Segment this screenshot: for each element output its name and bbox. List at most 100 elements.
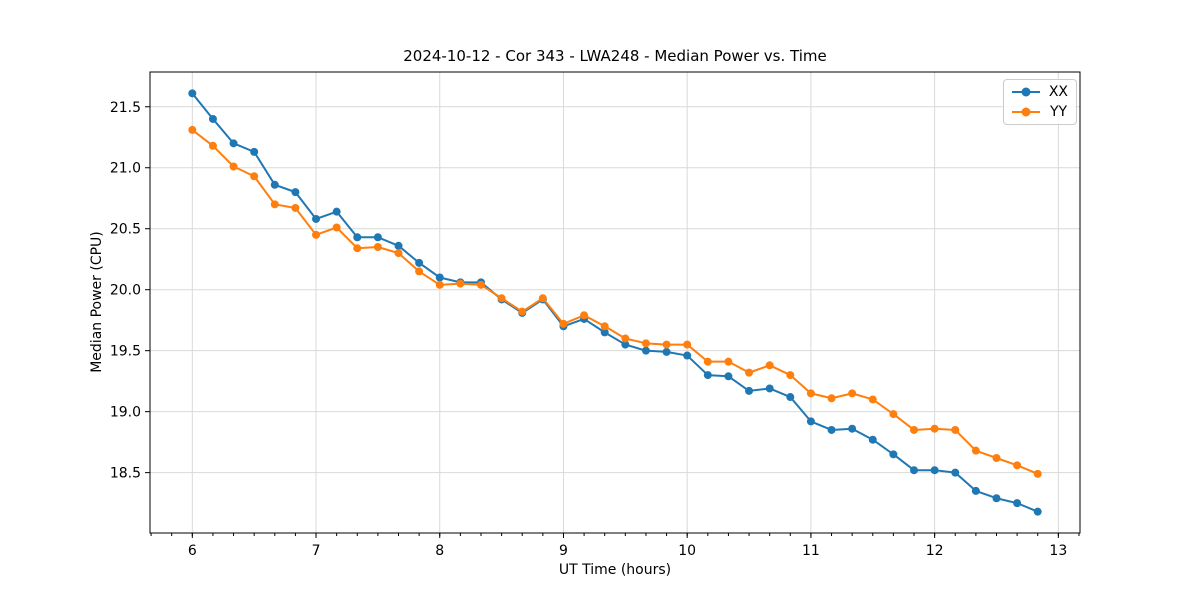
data-point-xx — [641, 346, 650, 355]
legend-label-xx: XX — [1048, 84, 1068, 100]
y-tick-label: 19.5 — [110, 344, 141, 360]
data-point-yy — [270, 200, 279, 209]
data-point-yy — [621, 334, 630, 343]
data-point-xx — [188, 89, 197, 98]
y-tick-label: 21.0 — [110, 161, 141, 177]
plot-border — [149, 71, 1081, 534]
data-point-yy — [827, 394, 836, 403]
data-point-yy — [1013, 461, 1022, 470]
y-tick-label: 21.5 — [110, 100, 141, 116]
data-point-yy — [703, 357, 712, 366]
data-point-xx — [600, 328, 609, 337]
y-tick-label: 20.5 — [110, 222, 141, 238]
data-point-yy — [848, 389, 857, 398]
series-line-xx — [191, 92, 1039, 513]
data-point-xx — [250, 147, 259, 156]
data-point-xx — [868, 435, 877, 444]
data-point-yy — [208, 141, 217, 150]
data-point-xx — [683, 351, 692, 360]
data-point-yy — [910, 425, 919, 434]
data-point-xx — [703, 371, 712, 380]
data-point-yy — [497, 294, 506, 303]
data-point-xx — [621, 340, 630, 349]
data-point-xx — [971, 486, 980, 495]
data-point-yy — [559, 319, 568, 328]
data-point-yy — [250, 172, 259, 181]
data-point-xx — [332, 207, 341, 216]
data-point-yy — [765, 361, 774, 370]
data-point-xx — [951, 468, 960, 477]
data-point-xx — [1033, 507, 1042, 516]
legend-label-yy: YY — [1050, 104, 1068, 120]
data-point-xx — [930, 466, 939, 475]
data-point-yy — [580, 311, 589, 320]
x-tick-label: 8 — [435, 543, 444, 559]
data-point-xx — [373, 233, 382, 242]
data-point-yy — [1033, 469, 1042, 478]
data-point-yy — [518, 307, 527, 316]
data-point-xx — [806, 417, 815, 426]
data-point-yy — [373, 243, 382, 252]
legend: XX YY — [1003, 79, 1077, 125]
legend-item-xx: XX — [1011, 84, 1068, 101]
data-point-xx — [270, 180, 279, 189]
data-point-xx — [312, 214, 321, 223]
data-point-yy — [992, 453, 1001, 462]
data-point-xx — [848, 424, 857, 433]
chart-title: 2024-10-12 - Cor 343 - LWA248 - Median P… — [403, 47, 827, 65]
data-point-xx — [229, 139, 238, 148]
data-point-xx — [889, 450, 898, 459]
x-tick-label: 13 — [1049, 543, 1067, 559]
data-point-xx — [745, 386, 754, 395]
data-point-yy — [786, 371, 795, 380]
data-point-xx — [353, 233, 362, 242]
x-axis-label: UT Time (hours) — [558, 562, 672, 578]
data-point-yy — [641, 339, 650, 348]
data-point-yy — [394, 249, 403, 258]
data-point-xx — [394, 241, 403, 250]
x-tick-label: 7 — [312, 543, 321, 559]
data-point-yy — [724, 357, 733, 366]
data-point-yy — [188, 125, 197, 134]
x-tick-label: 12 — [926, 543, 944, 559]
legend-line-xx-icon — [1012, 87, 1040, 97]
legend-line-yy-icon — [1012, 107, 1040, 117]
data-point-yy — [353, 244, 362, 253]
data-point-yy — [600, 322, 609, 331]
data-point-yy — [435, 280, 444, 289]
data-point-yy — [415, 267, 424, 276]
data-point-yy — [662, 340, 671, 349]
data-point-yy — [951, 425, 960, 434]
data-point-xx — [765, 384, 774, 393]
legend-item-yy: YY — [1011, 104, 1068, 121]
data-point-xx — [827, 425, 836, 434]
data-point-xx — [724, 372, 733, 381]
y-tick-label: 20.0 — [110, 283, 141, 299]
data-point-xx — [208, 114, 217, 123]
data-point-yy — [291, 203, 300, 212]
data-point-xx — [291, 188, 300, 197]
data-point-yy — [745, 368, 754, 377]
x-tick-label: 6 — [188, 543, 197, 559]
data-point-yy — [476, 280, 485, 289]
data-point-xx — [910, 466, 919, 475]
data-point-yy — [806, 389, 815, 398]
data-point-yy — [971, 446, 980, 455]
data-point-xx — [662, 347, 671, 356]
data-point-xx — [1013, 499, 1022, 508]
data-point-yy — [229, 162, 238, 171]
y-tick-label: 18.5 — [110, 466, 141, 482]
data-point-xx — [415, 258, 424, 267]
data-point-xx — [992, 494, 1001, 503]
data-point-yy — [312, 230, 321, 239]
data-point-yy — [889, 410, 898, 419]
y-tick-label: 19.0 — [110, 405, 141, 421]
x-tick-label: 11 — [802, 543, 820, 559]
data-point-yy — [456, 279, 465, 288]
data-point-yy — [332, 223, 341, 232]
data-point-xx — [786, 393, 795, 402]
data-point-yy — [538, 294, 547, 303]
x-tick-label: 9 — [559, 543, 568, 559]
